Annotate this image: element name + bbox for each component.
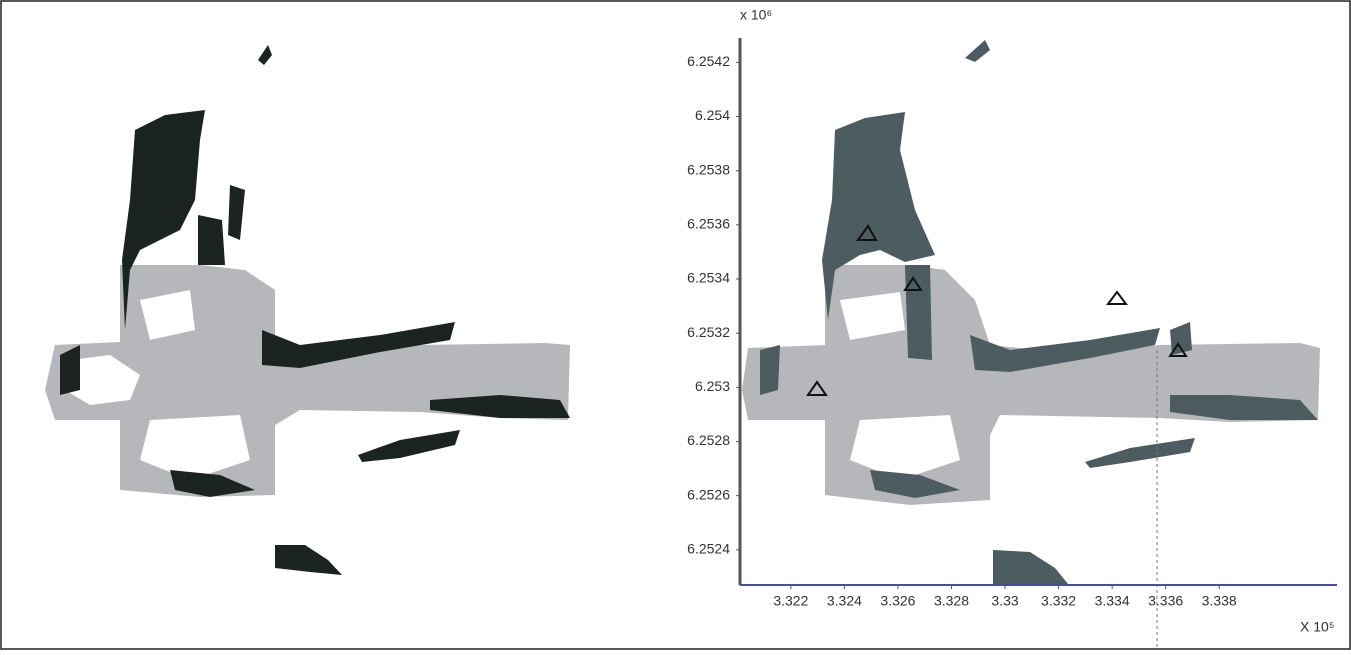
x-tick-label: 3.326 [880, 593, 915, 609]
region [760, 345, 780, 395]
region [258, 45, 272, 65]
y-tick-label: 6.253 [695, 378, 730, 394]
region [1106, 290, 1128, 305]
y-tick-label: 6.254 [695, 107, 730, 123]
region [905, 265, 932, 360]
y-tick-label: 6.2536 [687, 216, 730, 232]
x-tick-label: 3.336 [1148, 593, 1183, 609]
region [65, 355, 140, 405]
region [856, 224, 878, 241]
x-tick-label: 3.324 [827, 593, 862, 609]
x-tick-label: 3.338 [1202, 593, 1237, 609]
region [198, 215, 225, 265]
y-tick-label: 6.2542 [687, 53, 730, 69]
y-tick-label: 6.2532 [687, 324, 730, 340]
axes: x 10⁶ X 10⁵ 6.2542 6.254 6.2538 6.2536 6.253… [687, 7, 1337, 635]
x-tick-label: 3.33 [991, 593, 1018, 609]
x-axis-label: X 10⁵ [1300, 619, 1335, 635]
region [1170, 395, 1318, 420]
region [993, 550, 1068, 584]
region [850, 415, 960, 480]
region [228, 185, 245, 240]
region [430, 395, 570, 418]
region [1168, 342, 1188, 357]
y-tick-label: 6.2538 [687, 161, 730, 177]
y-tick-label: 6.2534 [687, 270, 730, 286]
y-tick-label: 6.2524 [687, 541, 730, 557]
x-tick-label: 3.328 [934, 593, 969, 609]
region [1085, 438, 1195, 468]
x-tick-label: 3.332 [1041, 593, 1076, 609]
region [965, 40, 990, 62]
x-tick-label: 3.334 [1095, 593, 1130, 609]
region [140, 415, 250, 480]
region [870, 470, 960, 498]
region [60, 345, 80, 395]
region [970, 328, 1160, 372]
x-tick-label: 3.322 [773, 593, 808, 609]
region [122, 110, 205, 330]
y-tick-label: 6.2528 [687, 432, 730, 448]
region [822, 112, 935, 320]
y-tick-label: 6.2526 [687, 486, 730, 502]
region [262, 322, 455, 368]
region [806, 380, 828, 396]
left-map [45, 45, 570, 575]
region [358, 430, 460, 462]
right-map [742, 40, 1320, 648]
region [840, 292, 905, 340]
region [170, 470, 255, 497]
region [140, 290, 195, 340]
region [275, 545, 342, 575]
region [903, 276, 923, 291]
y-axis-label: x 10⁶ [740, 7, 772, 23]
